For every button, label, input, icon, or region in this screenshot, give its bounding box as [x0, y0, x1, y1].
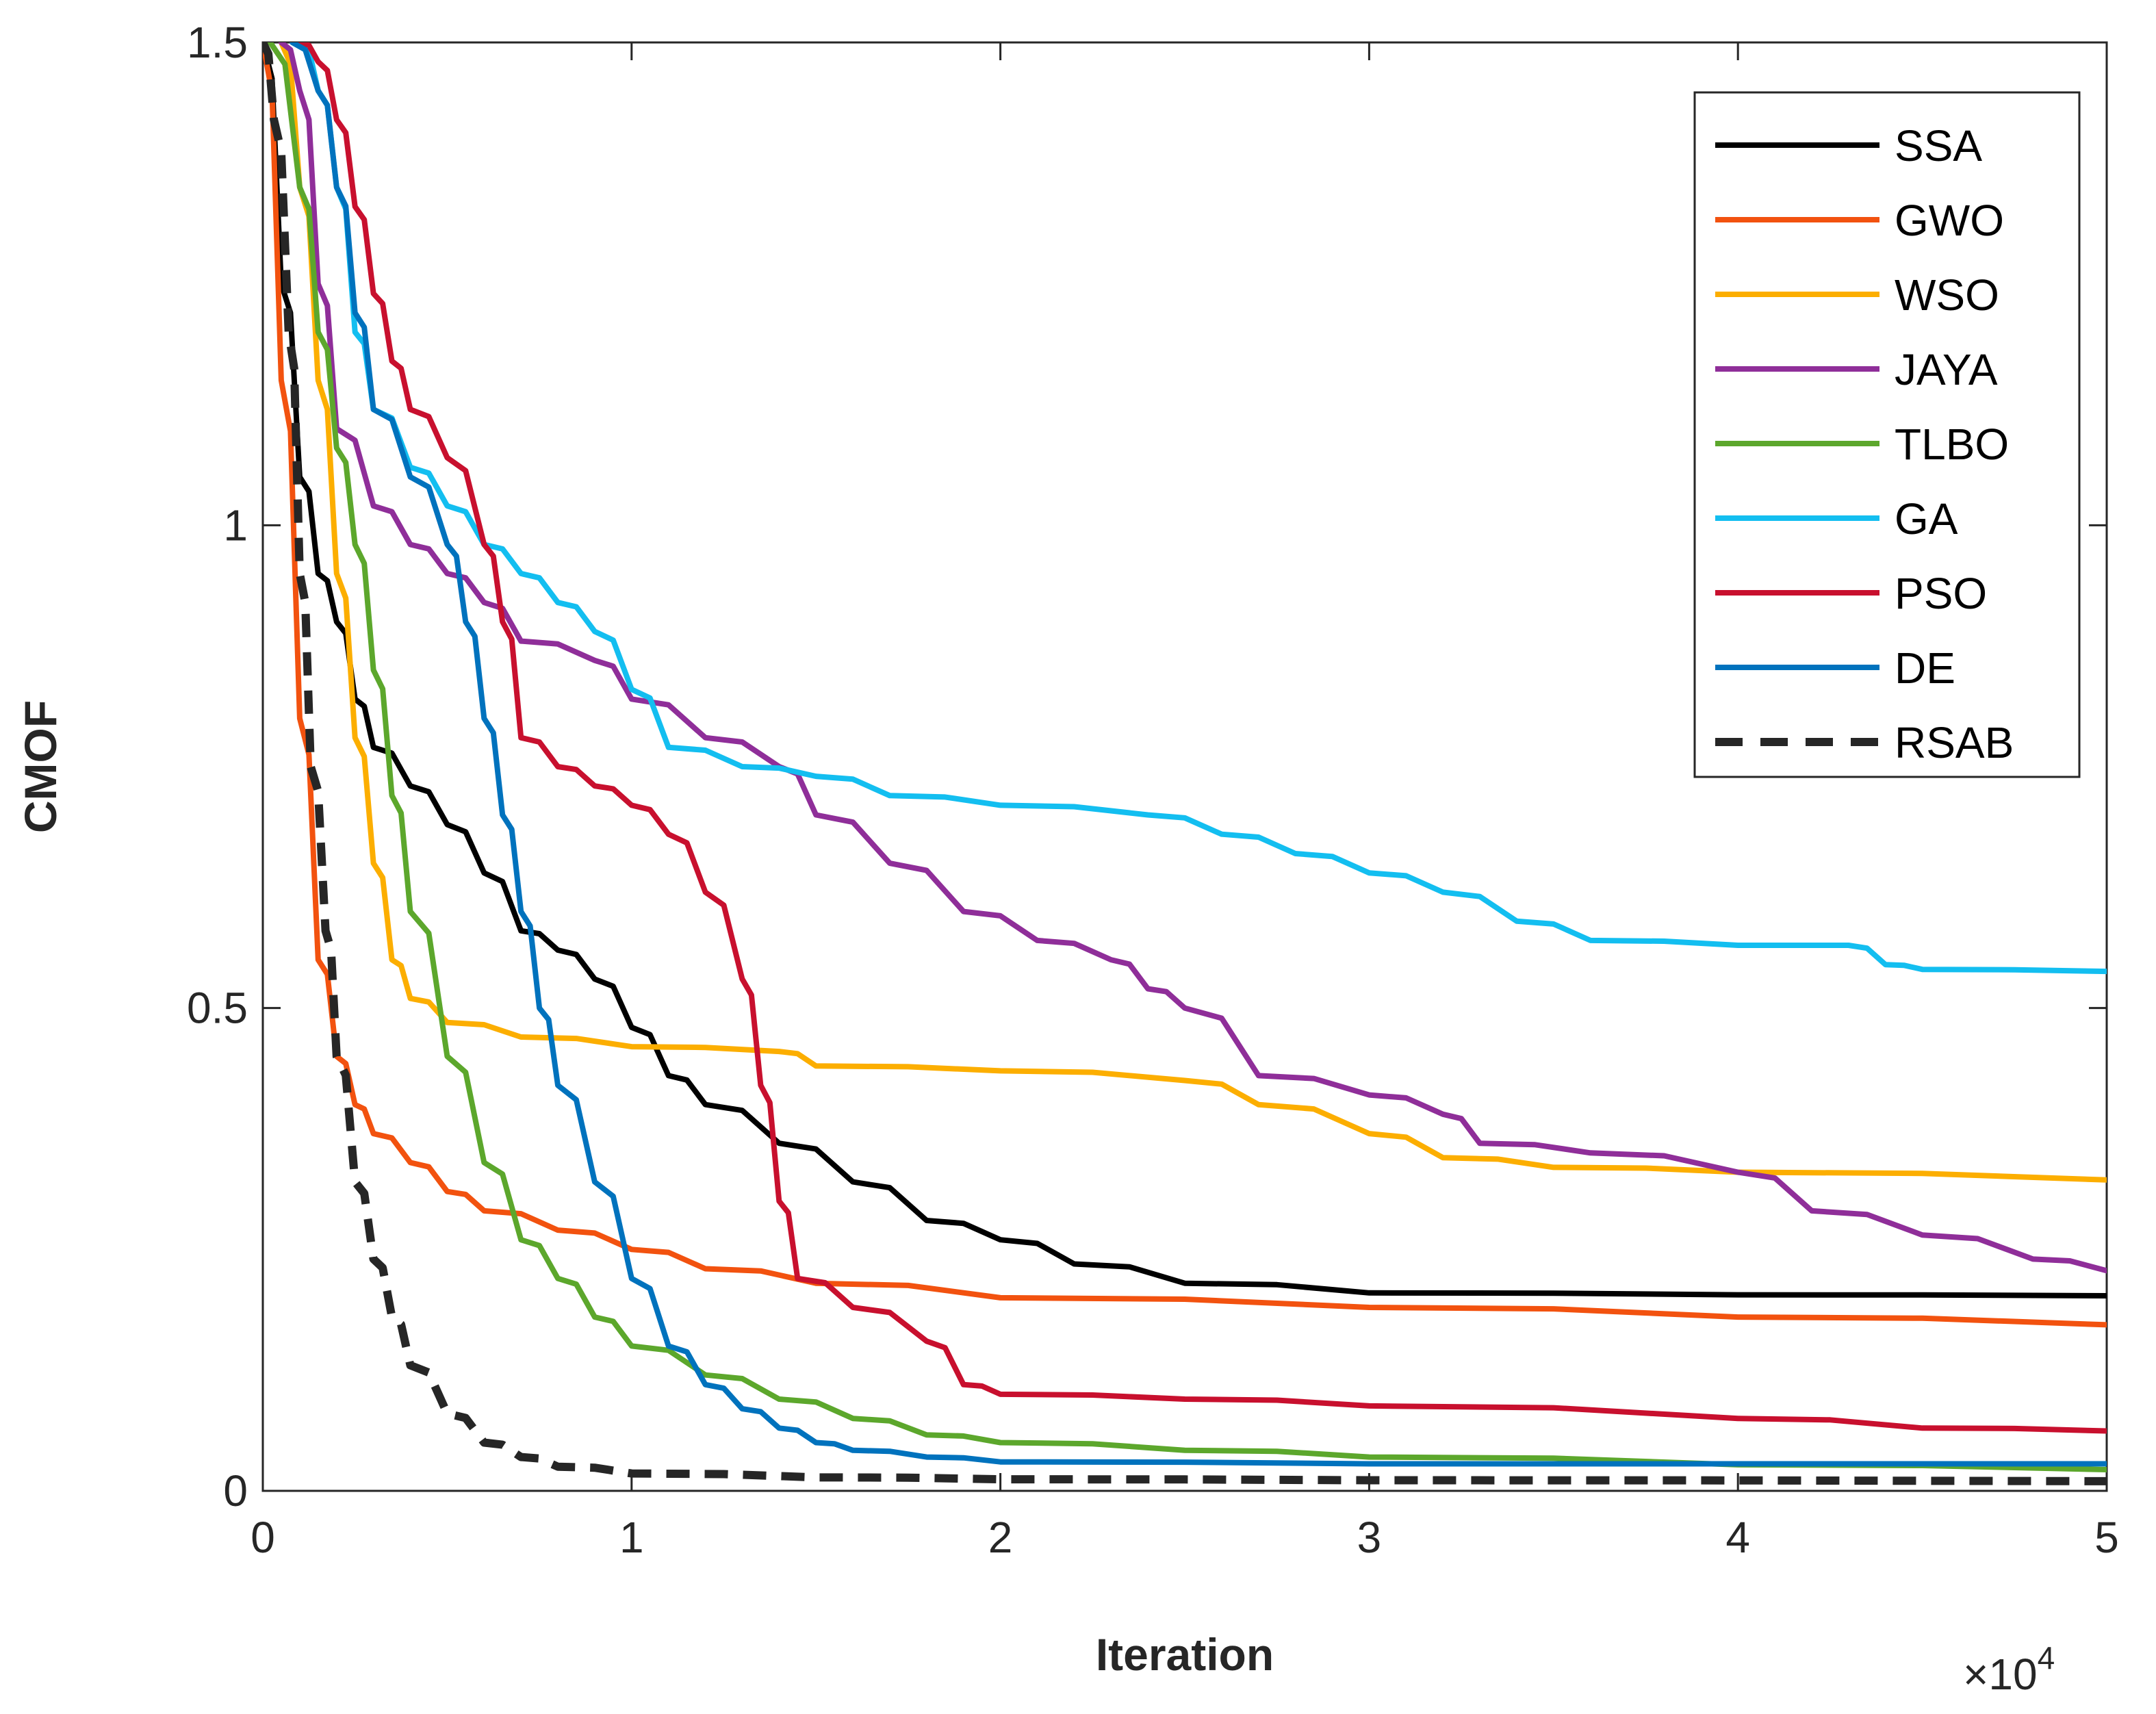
x-exponent-base: ×10 — [1963, 1650, 2038, 1699]
x-tick-label: 4 — [1725, 1513, 1750, 1562]
x-tick-label: 0 — [251, 1513, 275, 1562]
legend-label-gwo: GWO — [1895, 196, 2004, 245]
y-tick-label: 0 — [223, 1466, 248, 1515]
legend-label-wso: WSO — [1895, 270, 1999, 320]
legend-label-jaya: JAYA — [1895, 345, 1998, 394]
legend-label-ga: GA — [1895, 494, 1958, 543]
legend-label-tlbo: TLBO — [1895, 420, 2009, 469]
y-tick-label: 1.5 — [187, 18, 248, 67]
series-line-gwo — [263, 42, 2107, 1328]
plot-area-frame — [261, 41, 2108, 1492]
series-lines — [263, 42, 2107, 1485]
x-tick-label: 5 — [2094, 1513, 2119, 1562]
legend-items: SSA GWO WSO JAYA TLBO GA PSO DE RSAB — [1715, 121, 2014, 767]
legend-label-pso: PSO — [1895, 569, 1987, 618]
series-line-ssa — [263, 42, 2107, 1299]
legend: SSA GWO WSO JAYA TLBO GA PSO DE RSAB — [1693, 91, 2081, 778]
series-line-pso — [296, 42, 2107, 1434]
x-axis-exponent: ×104 — [1963, 1640, 2055, 1699]
x-axis-title: Iteration — [1096, 1629, 1274, 1680]
x-tick-label: 1 — [619, 1513, 644, 1562]
legend-label-de: DE — [1895, 643, 1955, 693]
y-axis-title: CMOF — [15, 700, 66, 833]
x-exponent-power: 4 — [2038, 1640, 2055, 1676]
series-line-de — [290, 42, 2107, 1467]
legend-box — [1693, 91, 2081, 778]
x-tick-label: 3 — [1357, 1513, 1382, 1562]
series-line-tlbo — [267, 42, 2107, 1472]
x-tick-label: 2 — [988, 1513, 1013, 1562]
series-line-rsab — [263, 42, 2107, 1485]
y-tick-label: 1 — [223, 500, 248, 550]
legend-label-rsab: RSAB — [1895, 718, 2014, 767]
series-line-jaya — [278, 42, 2107, 1274]
y-tick-label: 0.5 — [187, 984, 248, 1033]
series-line-wso — [278, 42, 2107, 1183]
legend-label-ssa: SSA — [1895, 121, 1982, 170]
axis-ticks: 0 1 2 3 4 5 0 0.5 1 1.5 — [187, 18, 2119, 1562]
